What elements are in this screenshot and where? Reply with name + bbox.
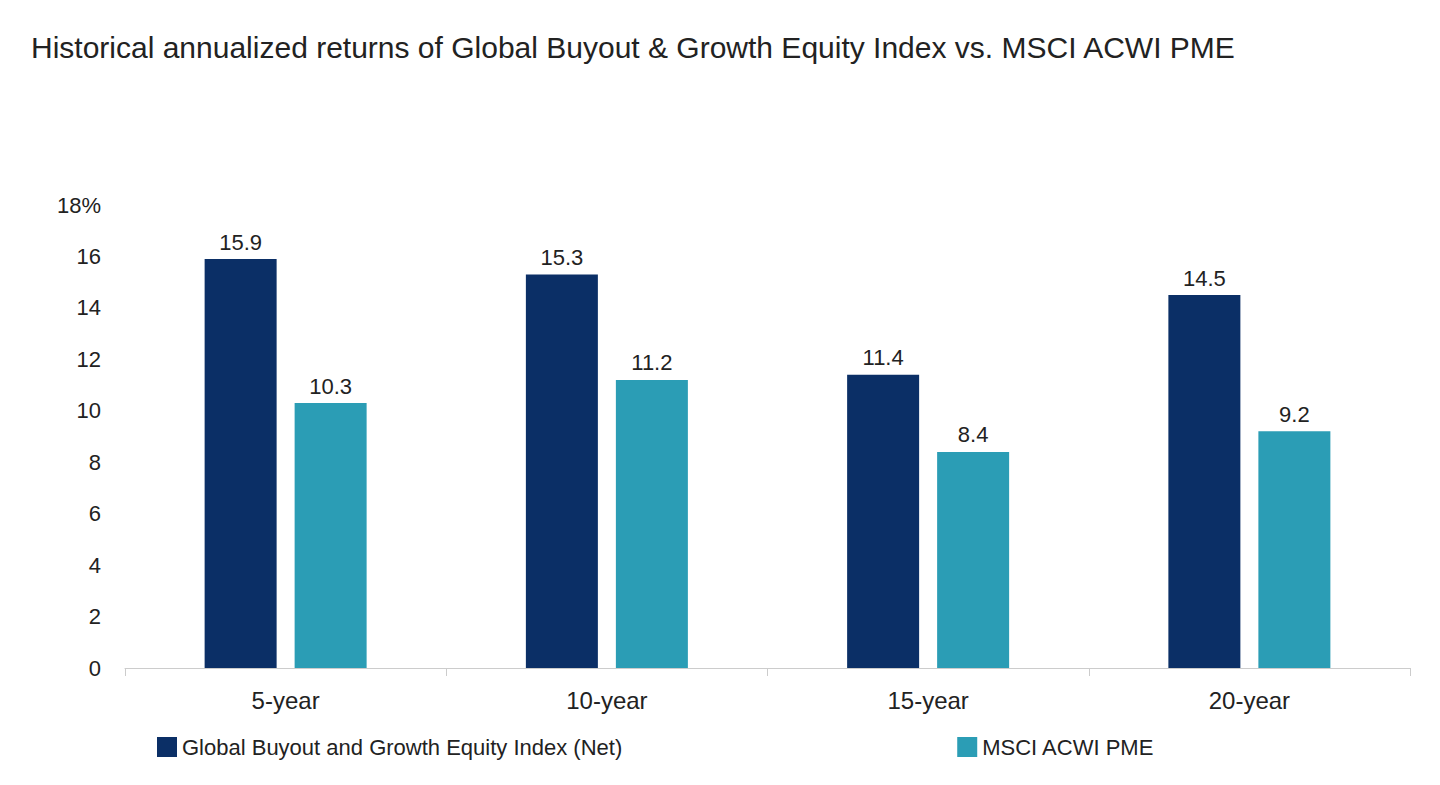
svg-text:11.4: 11.4 (863, 345, 904, 370)
svg-text:15-year: 15-year (887, 687, 968, 714)
svg-text:16: 16 (77, 244, 101, 269)
svg-text:8.4: 8.4 (958, 422, 989, 447)
svg-text:15.9: 15.9 (219, 230, 262, 255)
svg-text:5-year: 5-year (252, 687, 320, 714)
svg-text:10.3: 10.3 (309, 374, 352, 399)
svg-text:14: 14 (77, 295, 101, 320)
svg-text:12: 12 (77, 347, 101, 372)
svg-text:10-year: 10-year (566, 687, 647, 714)
svg-text:2: 2 (89, 604, 101, 629)
svg-text:15.3: 15.3 (540, 245, 583, 270)
svg-text:14.5: 14.5 (1183, 266, 1226, 291)
svg-text:11.2: 11.2 (631, 350, 672, 375)
svg-text:9.2: 9.2 (1279, 402, 1310, 427)
svg-text:MSCI ACWI PME: MSCI ACWI PME (982, 735, 1153, 760)
svg-text:10: 10 (77, 398, 101, 423)
svg-text:0: 0 (89, 656, 101, 681)
svg-text:Global Buyout and Growth Equit: Global Buyout and Growth Equity Index (N… (182, 735, 622, 760)
svg-text:Historical annualized returns: Historical annualized returns of Global … (31, 31, 1235, 64)
svg-text:8: 8 (89, 450, 101, 475)
svg-text:6: 6 (89, 501, 101, 526)
svg-text:18%: 18% (57, 193, 101, 218)
svg-text:4: 4 (89, 553, 101, 578)
svg-text:20-year: 20-year (1209, 687, 1290, 714)
